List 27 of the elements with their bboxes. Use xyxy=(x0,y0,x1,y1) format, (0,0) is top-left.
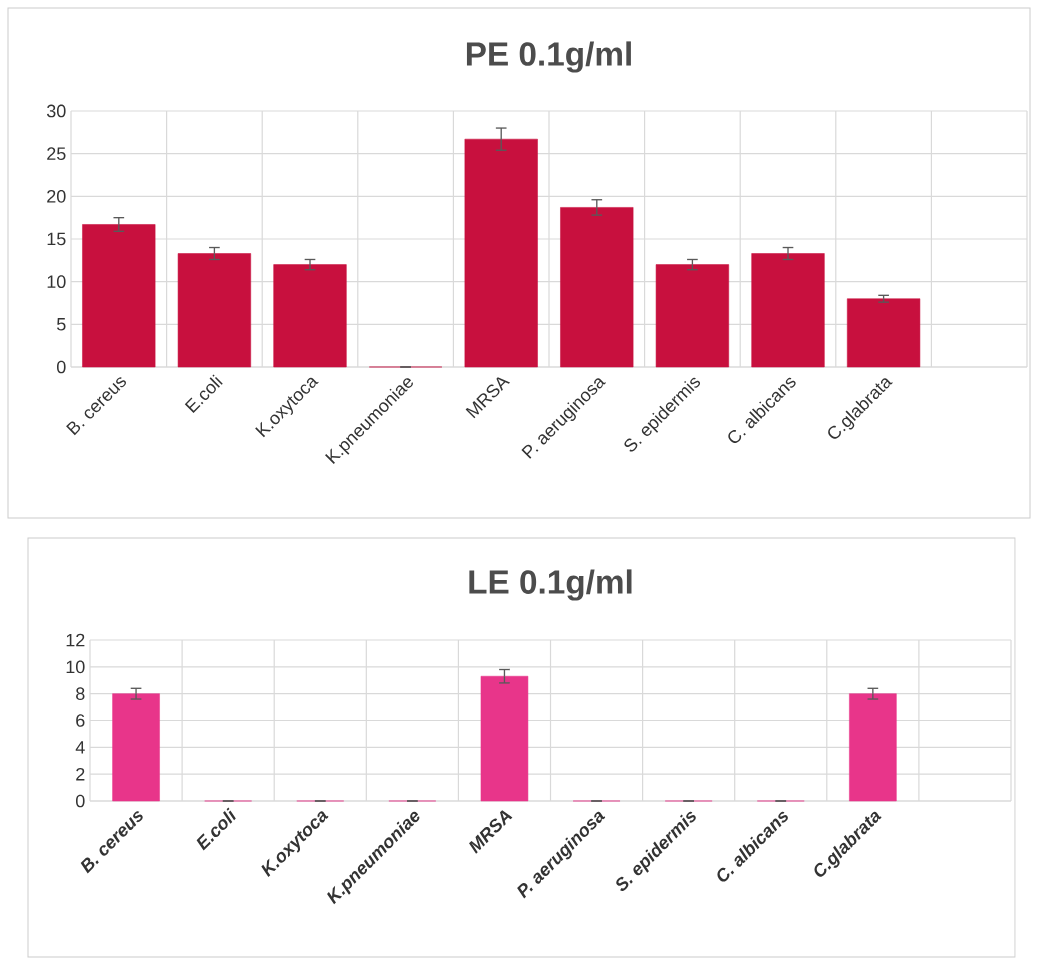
bar xyxy=(655,264,729,368)
y-tick-label: 8 xyxy=(76,687,85,701)
y-tick-label: 2 xyxy=(76,767,85,781)
bar xyxy=(82,224,156,368)
y-tick-label: 0 xyxy=(75,794,85,808)
chart-title: PE 0.1g/ml xyxy=(466,41,631,73)
y-tick-label: 25 xyxy=(47,147,66,161)
bar xyxy=(112,693,160,802)
y-tick-label: 30 xyxy=(46,104,66,118)
chart-title: LE 0.1g/ml xyxy=(469,569,632,601)
bar xyxy=(560,207,634,368)
y-tick-label: 10 xyxy=(47,275,66,289)
y-tick-label: 20 xyxy=(47,189,66,203)
y-tick-label: 4 xyxy=(75,741,85,754)
y-tick-label: 0 xyxy=(56,360,66,374)
bar xyxy=(464,138,538,368)
y-tick-label: 12 xyxy=(66,633,85,647)
bar xyxy=(480,675,529,802)
bar xyxy=(849,693,897,802)
bar xyxy=(177,253,251,368)
bar xyxy=(847,298,921,368)
y-tick-label: 6 xyxy=(76,714,85,727)
y-tick-label: 10 xyxy=(66,660,85,674)
bar xyxy=(751,253,825,368)
y-tick-label: 5 xyxy=(56,318,66,331)
y-tick-label: 15 xyxy=(47,232,66,246)
bar xyxy=(273,264,347,368)
